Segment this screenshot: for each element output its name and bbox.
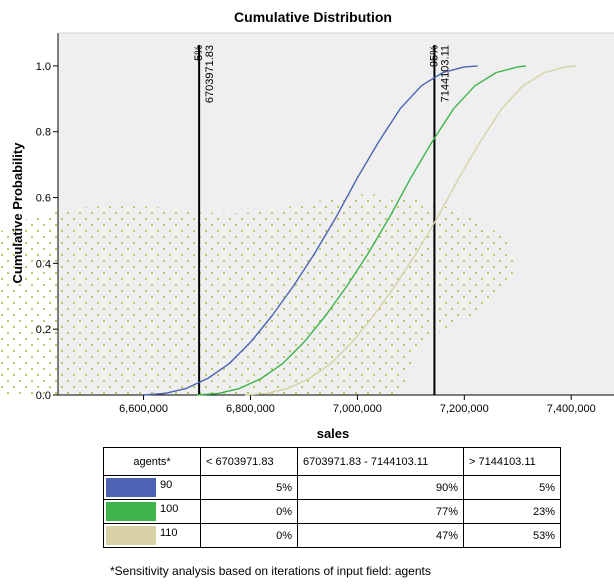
table-row-label-cell: 90 [103,475,201,500]
y-axis-label: Cumulative Probability [10,142,25,284]
series-line-100 [196,65,526,396]
series-swatch [106,502,156,521]
table-cell: 0% [200,523,298,548]
table-header-agents: agents* [103,447,201,476]
series-line-90 [143,65,478,396]
x-tick-label: 7,400,000 [547,403,596,415]
y-tick-label: 0.2 [36,324,51,336]
series-line-110 [245,65,577,396]
cumulative-distribution-chart: Cumulative Distribution 0.0 0.2 0.4 0.6 0.8 1… [0,9,614,441]
x-tick-label: 6,600,000 [119,403,168,415]
table-row: 110 0% 47% 53% [103,523,561,548]
row-label: 110 [160,527,178,539]
footnote: *Sensitivity analysis based on iteration… [110,564,431,578]
x-axis-label: sales [317,426,350,441]
x-tick-label: 7,200,000 [440,403,489,415]
table-cell: 0% [200,499,298,524]
table-cell: 23% [463,499,561,524]
y-tick-label: 0.0 [36,390,51,402]
background-dot-pattern [0,194,514,395]
table-cell: 53% [463,523,561,548]
chart-title: Cumulative Distribution [234,9,392,25]
table-cell: 77% [297,499,464,524]
table-header-above-95: > 7144103.11 [463,447,561,476]
sensitivity-table: agents* < 6703971.83 6703971.83 - 714410… [103,447,561,548]
series-swatch [106,478,156,497]
table-cell: 47% [297,523,464,548]
table-cell: 5% [200,475,298,500]
table-row-label-cell: 110 [103,523,201,548]
y-tick-label: 1.0 [36,61,51,73]
reference-line-label: 5%6703971.83 [193,45,216,103]
series-swatch [106,526,156,545]
table-header-below-5: < 6703971.83 [200,447,298,476]
table-cell: 5% [463,475,561,500]
x-tick-label: 6,800,000 [226,403,275,415]
reference-line-label: 95%7144103.11 [428,45,451,103]
row-label: 100 [160,503,179,515]
table-header-between: 6703971.83 - 7144103.11 [297,447,464,476]
table-row: 90 5% 90% 5% [103,475,561,500]
y-tick-label: 0.8 [36,127,51,139]
table-row-label-cell: 100 [103,499,201,524]
table-cell: 90% [297,475,464,500]
y-tick-label: 0.4 [36,258,51,270]
x-tick-label: 7,000,000 [333,403,382,415]
table-row: 100 0% 77% 23% [103,499,561,524]
row-label: 90 [160,479,173,491]
table-header-row: agents* < 6703971.83 6703971.83 - 714410… [103,447,561,476]
y-tick-label: 0.6 [36,193,51,205]
